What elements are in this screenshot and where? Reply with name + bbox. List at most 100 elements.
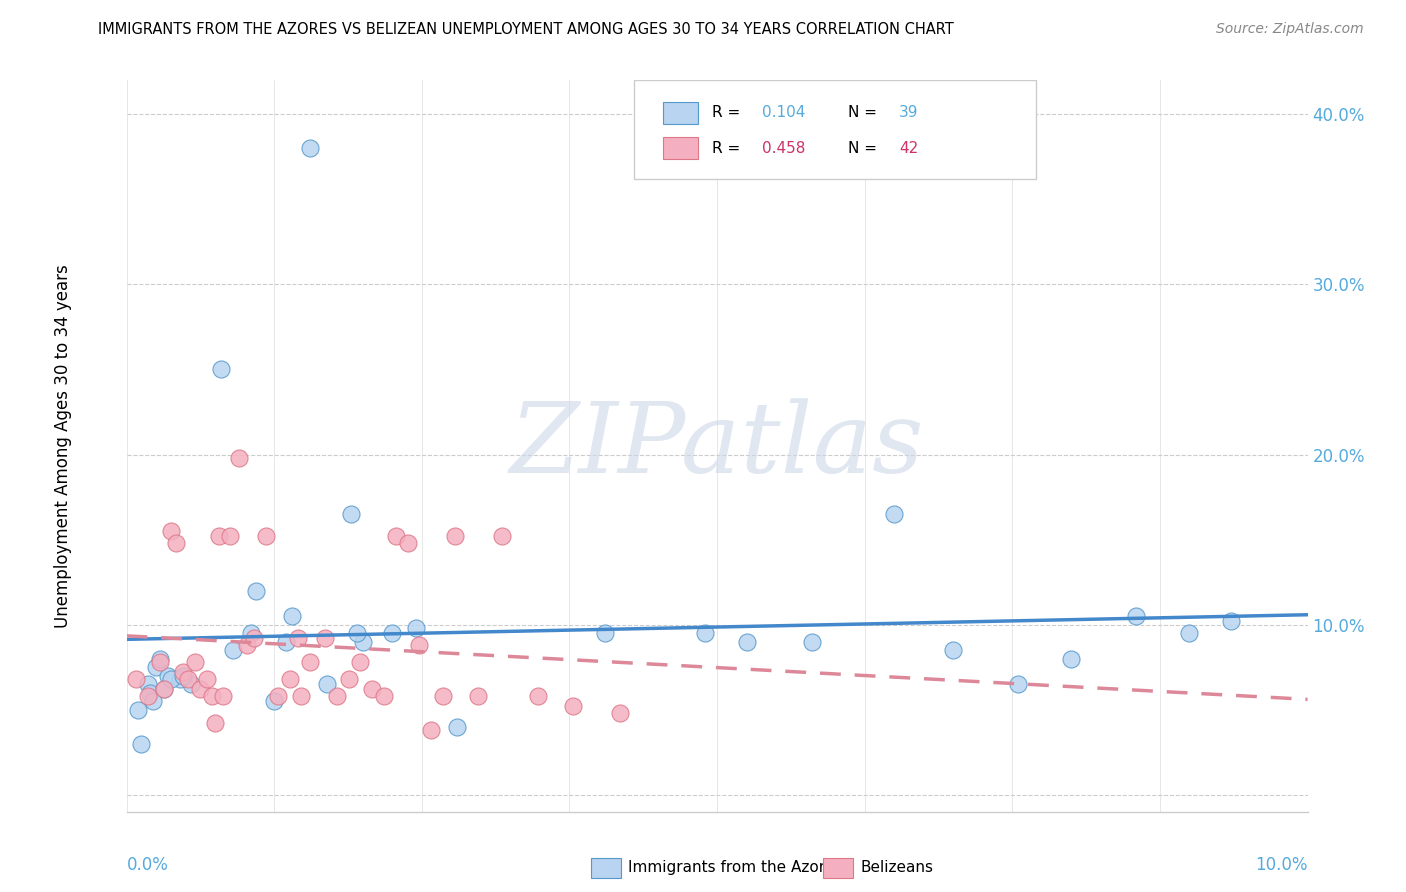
Text: ZIPatlas: ZIPatlas <box>510 399 924 493</box>
Point <box>156 668 179 682</box>
Point <box>420 723 443 737</box>
Point <box>125 672 148 686</box>
Point <box>337 672 360 686</box>
Point <box>228 450 250 465</box>
Point <box>188 682 211 697</box>
Point <box>267 689 290 703</box>
Point <box>405 621 427 635</box>
Point <box>1060 651 1083 665</box>
Text: IMMIGRANTS FROM THE AZORES VS BELIZEAN UNEMPLOYMENT AMONG AGES 30 TO 34 YEARS CO: IMMIGRANTS FROM THE AZORES VS BELIZEAN U… <box>98 22 955 37</box>
Point <box>209 362 232 376</box>
Point <box>254 529 277 543</box>
Text: 39: 39 <box>898 105 918 120</box>
Point <box>408 638 430 652</box>
Point <box>222 643 245 657</box>
Text: 0.104: 0.104 <box>762 105 806 120</box>
Point <box>467 689 489 703</box>
Point <box>385 529 408 543</box>
FancyBboxPatch shape <box>662 102 699 124</box>
Point <box>444 529 467 543</box>
Point <box>340 507 363 521</box>
Point <box>219 529 242 543</box>
Point <box>526 689 548 703</box>
Point <box>593 626 616 640</box>
Text: R =: R = <box>713 141 745 156</box>
Point <box>278 672 301 686</box>
Point <box>396 536 419 550</box>
Point <box>169 672 191 686</box>
Point <box>361 682 384 697</box>
Text: R =: R = <box>713 105 745 120</box>
Point <box>153 682 176 697</box>
Point <box>127 703 149 717</box>
Text: N =: N = <box>848 105 882 120</box>
Point <box>160 524 183 538</box>
Point <box>1125 609 1147 624</box>
Point <box>609 706 631 720</box>
Point <box>942 643 965 657</box>
Point <box>236 638 259 652</box>
Point <box>172 665 194 680</box>
Point <box>263 694 285 708</box>
Point <box>145 660 167 674</box>
Point <box>432 689 454 703</box>
Point <box>346 626 368 640</box>
Point <box>274 634 297 648</box>
Text: Immigrants from the Azores: Immigrants from the Azores <box>628 861 842 875</box>
Point <box>290 689 312 703</box>
Point <box>180 677 202 691</box>
FancyBboxPatch shape <box>662 137 699 159</box>
Point <box>314 631 336 645</box>
Point <box>204 716 226 731</box>
Point <box>281 609 304 624</box>
Point <box>153 682 176 697</box>
Point <box>149 651 172 665</box>
Point <box>298 141 321 155</box>
Point <box>139 686 162 700</box>
Text: 0.0%: 0.0% <box>127 855 169 873</box>
Point <box>208 529 231 543</box>
Point <box>491 529 513 543</box>
Point <box>883 507 905 521</box>
Point <box>381 626 404 640</box>
Point <box>245 583 267 598</box>
Point <box>1178 626 1201 640</box>
Text: Source: ZipAtlas.com: Source: ZipAtlas.com <box>1216 22 1364 37</box>
Text: 42: 42 <box>898 141 918 156</box>
Point <box>800 634 823 648</box>
Point <box>141 694 163 708</box>
Point <box>200 689 222 703</box>
Text: Unemployment Among Ages 30 to 34 years: Unemployment Among Ages 30 to 34 years <box>55 264 72 628</box>
Point <box>149 655 172 669</box>
Point <box>243 631 266 645</box>
Point <box>129 737 152 751</box>
Point <box>172 668 194 682</box>
Point <box>695 626 717 640</box>
Point <box>446 720 468 734</box>
Point <box>326 689 349 703</box>
Text: N =: N = <box>848 141 882 156</box>
Point <box>1219 614 1241 628</box>
Point <box>1007 677 1029 691</box>
Point <box>373 689 395 703</box>
Point <box>136 689 159 703</box>
Point <box>165 536 187 550</box>
Point <box>184 655 207 669</box>
FancyBboxPatch shape <box>634 80 1036 179</box>
Point <box>735 634 758 648</box>
Text: Belizeans: Belizeans <box>860 861 934 875</box>
Point <box>136 677 159 691</box>
Point <box>316 677 339 691</box>
Point <box>562 699 585 714</box>
Point <box>239 626 262 640</box>
Point <box>177 672 200 686</box>
Point <box>287 631 309 645</box>
Point <box>160 672 183 686</box>
Point <box>349 655 371 669</box>
Point <box>352 634 374 648</box>
Point <box>212 689 235 703</box>
Text: 0.458: 0.458 <box>762 141 806 156</box>
Point <box>195 672 218 686</box>
Point <box>298 655 321 669</box>
Text: 10.0%: 10.0% <box>1256 855 1308 873</box>
